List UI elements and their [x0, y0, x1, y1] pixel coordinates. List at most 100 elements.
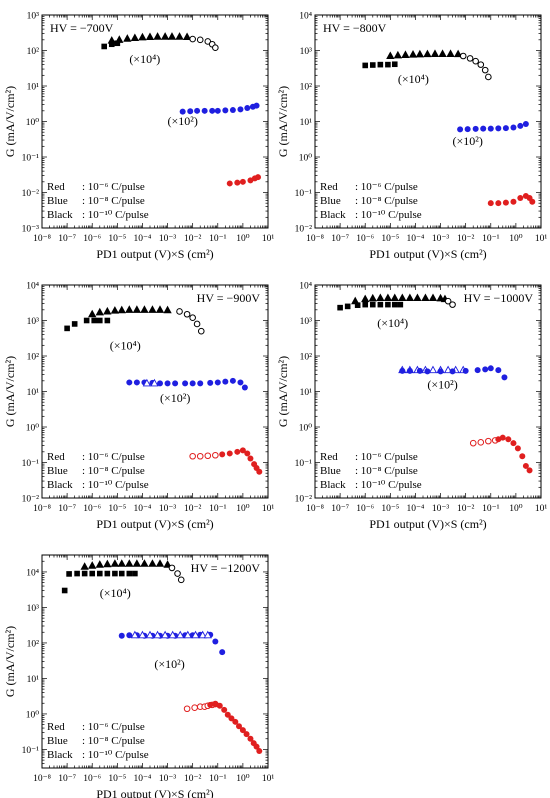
x-tick-label: 10⁻⁵ [381, 504, 399, 514]
data-point [172, 380, 179, 387]
data-point [406, 367, 413, 374]
x-tick-label: 10⁰ [236, 234, 250, 244]
data-point [510, 440, 517, 447]
data-point [214, 379, 221, 386]
data-point [182, 32, 192, 41]
data-point [64, 325, 70, 332]
data-point [499, 434, 506, 441]
data-point [235, 723, 242, 730]
data-point [107, 36, 116, 44]
legend-label: Red [47, 451, 65, 463]
y-tick-label: 10⁻² [22, 495, 40, 505]
y-axis-label: G (mA/V/cm²) [3, 626, 17, 697]
data-point [481, 66, 489, 74]
legend-label: Blue [320, 465, 341, 477]
x-tick-label: 10⁻⁸ [33, 504, 51, 514]
data-point [126, 570, 133, 577]
y-tick-label: 10² [27, 47, 40, 57]
data-point [182, 380, 189, 387]
data-point [216, 702, 223, 709]
data-point [148, 305, 157, 313]
data-point [256, 468, 263, 475]
data-point [89, 570, 96, 577]
x-tick-label: 10⁻¹ [209, 774, 227, 784]
data-point [401, 50, 410, 58]
data-point [502, 199, 509, 206]
x-tick-label: 10⁻⁶ [356, 234, 374, 244]
data-point [501, 374, 508, 381]
data-point [393, 50, 403, 59]
x-tick-label: 10⁻⁸ [306, 234, 324, 244]
data-point [472, 125, 479, 132]
data-point [517, 194, 524, 201]
scale-annotation: (×10⁴) [129, 52, 160, 66]
data-point [377, 301, 384, 308]
data-point [256, 748, 263, 755]
y-tick-label: 10⁰ [299, 154, 313, 164]
data-point [183, 310, 191, 318]
data-point [226, 450, 233, 457]
legend-label: Red [320, 451, 338, 463]
data-point [241, 384, 248, 391]
x-tick-label: 10⁻⁵ [108, 504, 126, 514]
x-tick-label: 10⁻⁴ [407, 234, 426, 244]
y-tick-label: 10⁻¹ [22, 154, 40, 164]
data-point [101, 43, 108, 50]
data-point [177, 576, 185, 584]
x-tick-label: 10¹ [262, 774, 275, 784]
data-point [391, 61, 398, 68]
data-point [198, 630, 207, 639]
legend-label: Black [47, 479, 73, 491]
data-point [232, 718, 239, 725]
legend-text: : 10⁻⁶ C/pulse [82, 721, 145, 733]
data-point [130, 630, 140, 639]
plot-frame [41, 14, 269, 229]
data-point [255, 174, 262, 181]
data-point [354, 302, 361, 308]
x-tick-label: 10⁻⁷ [331, 504, 349, 514]
data-point [150, 378, 159, 387]
x-tick-label: 10⁻⁵ [108, 774, 126, 784]
data-point [88, 561, 97, 569]
data-point [194, 107, 201, 114]
scale-annotation: (×10²) [453, 134, 483, 148]
data-point [95, 307, 104, 316]
x-tick-label: 10¹ [262, 504, 275, 514]
legend-text: : 10⁻⁸ C/pulse [82, 195, 145, 207]
x-tick-label: 10⁻⁷ [58, 504, 76, 514]
data-point [430, 49, 440, 57]
x-tick-label: 10⁻⁶ [356, 504, 374, 514]
data-point [397, 301, 404, 308]
data-point [95, 560, 104, 568]
legend-label: Blue [47, 195, 68, 207]
scale-annotation: (×10²) [168, 114, 198, 128]
data-point [459, 52, 467, 60]
x-tick-label: 10⁻¹ [209, 504, 227, 514]
legend-text: : 10⁻¹⁰ C/pulse [82, 749, 149, 761]
y-tick-label: 10⁰ [26, 710, 40, 720]
chart-panel-hv-1200: 10⁻⁸ 10⁻⁷ 10⁻⁶ 10⁻⁵ 10⁻⁴ 10⁻³ 10⁻² 10⁻¹ 10⁰ 10¹ 10… [3, 554, 275, 798]
data-point [428, 293, 438, 302]
x-tick-label: 10⁻⁶ [83, 234, 101, 244]
x-axis-label: PD1 output (V)×S (cm²) [369, 247, 486, 261]
data-point [142, 378, 152, 387]
y-tick-label: 10⁴ [299, 282, 313, 292]
data-point [174, 570, 181, 577]
data-point [125, 305, 134, 313]
data-point [234, 448, 241, 455]
legend-text: : 10⁻⁶ C/pulse [355, 181, 418, 193]
x-axis-label: PD1 output (V)×S (cm²) [96, 787, 213, 798]
data-point [176, 630, 185, 639]
data-point [383, 293, 393, 302]
data-point [244, 105, 251, 112]
data-point [485, 437, 492, 445]
legend-text: : 10⁻⁸ C/pulse [82, 465, 145, 477]
scale-annotation: (×10⁴) [398, 72, 429, 86]
y-tick-label: 10³ [27, 12, 40, 22]
data-point [510, 198, 517, 205]
data-point [189, 452, 196, 460]
data-point [485, 73, 492, 81]
legend-text: : 10⁻¹⁰ C/pulse [82, 209, 149, 221]
data-point [196, 452, 204, 460]
